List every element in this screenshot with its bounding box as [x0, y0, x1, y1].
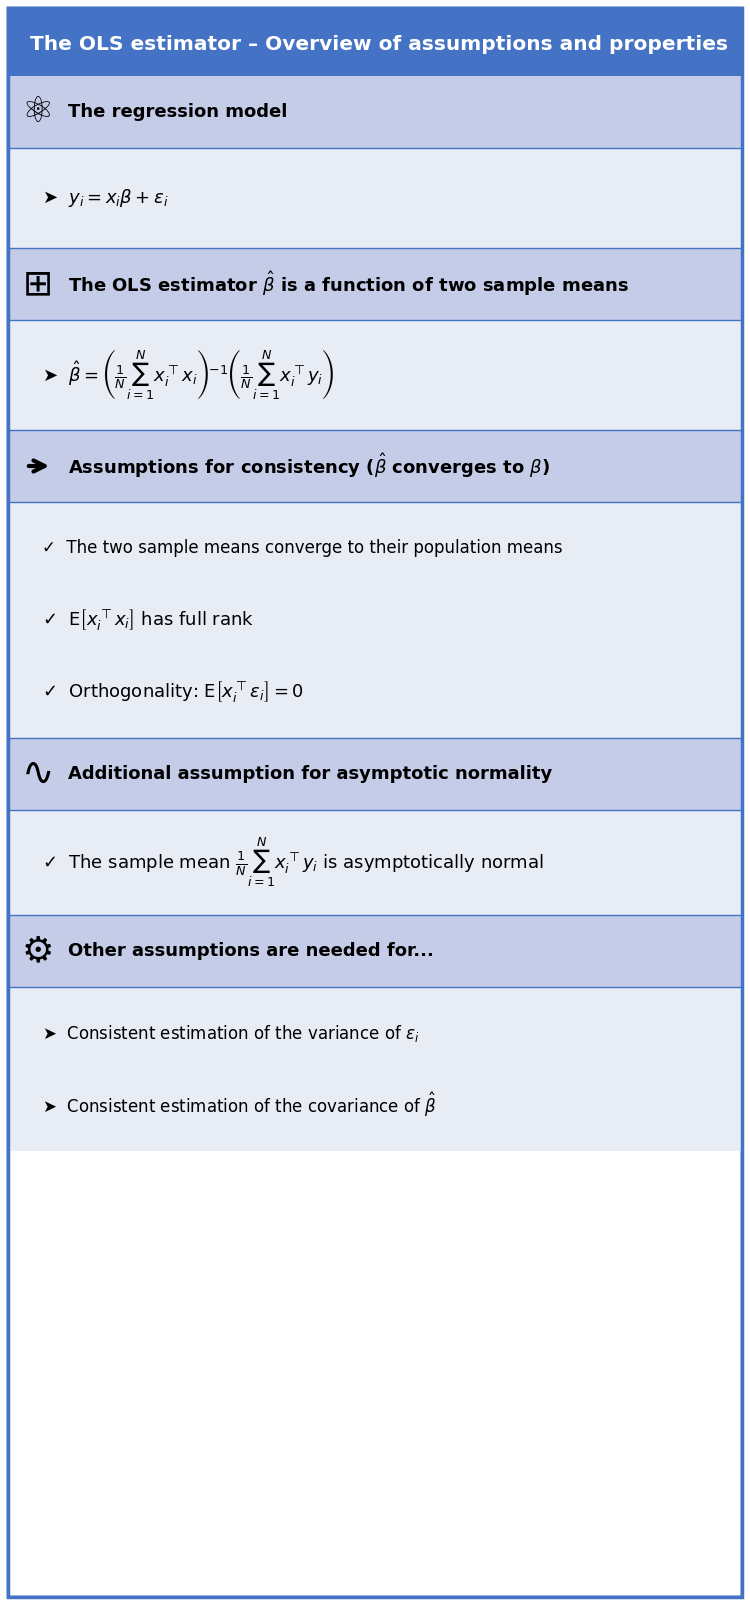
Text: Assumptions for consistency ($\hat{\beta}$ converges to $\beta$): Assumptions for consistency ($\hat{\beta… — [68, 451, 550, 480]
Text: ➤  $\hat{\beta} = \left(\frac{1}{N}\sum_{i=1}^{N} x_i^\top x_i\right)^{-1} \left: ➤ $\hat{\beta} = \left(\frac{1}{N}\sum_{… — [42, 348, 334, 403]
Text: ➤  Consistent estimation of the variance of $\varepsilon_i$: ➤ Consistent estimation of the variance … — [42, 1022, 419, 1043]
Text: The OLS estimator – Overview of assumptions and properties: The OLS estimator – Overview of assumpti… — [30, 34, 728, 53]
Text: ⚙: ⚙ — [22, 934, 54, 968]
FancyBboxPatch shape — [8, 319, 742, 430]
FancyBboxPatch shape — [8, 738, 742, 811]
FancyBboxPatch shape — [8, 987, 742, 1151]
Text: ✓  $\mathrm{E}\left[x_i^\top x_i\right] \text{ has full rank}$: ✓ $\mathrm{E}\left[x_i^\top x_i\right] \… — [42, 607, 254, 632]
Text: ➤  $y_i = x_i\beta + \varepsilon_i$: ➤ $y_i = x_i\beta + \varepsilon_i$ — [42, 188, 169, 209]
FancyBboxPatch shape — [8, 915, 742, 987]
Text: ∿: ∿ — [22, 754, 54, 793]
FancyBboxPatch shape — [8, 502, 742, 738]
Text: ⊞: ⊞ — [22, 266, 53, 302]
Text: ✓  $\text{Orthogonality: } \mathrm{E}\left[x_i^\top \varepsilon_i\right] = 0$: ✓ $\text{Orthogonality: } \mathrm{E}\lef… — [42, 679, 304, 705]
Text: The OLS estimator $\hat{\beta}$ is a function of two sample means: The OLS estimator $\hat{\beta}$ is a fun… — [68, 270, 629, 299]
FancyBboxPatch shape — [8, 8, 742, 1597]
FancyBboxPatch shape — [8, 8, 742, 75]
FancyBboxPatch shape — [8, 249, 742, 319]
Text: Additional assumption for asymptotic normality: Additional assumption for asymptotic nor… — [68, 766, 552, 783]
Text: ⚛: ⚛ — [22, 95, 54, 128]
FancyBboxPatch shape — [8, 75, 742, 148]
FancyBboxPatch shape — [8, 148, 742, 249]
Text: ✓  The two sample means converge to their population means: ✓ The two sample means converge to their… — [42, 539, 562, 557]
Text: ➤  Consistent estimation of the covariance of $\hat{\beta}$: ➤ Consistent estimation of the covarianc… — [42, 1091, 436, 1119]
FancyBboxPatch shape — [8, 430, 742, 502]
Text: ✓  $\text{The sample mean } \frac{1}{N}\sum_{i=1}^{N} x_i^\top y_i \text{ is asy: ✓ $\text{The sample mean } \frac{1}{N}\s… — [42, 836, 544, 889]
Text: The regression model: The regression model — [68, 103, 287, 120]
FancyBboxPatch shape — [8, 811, 742, 915]
Text: Other assumptions are needed for...: Other assumptions are needed for... — [68, 942, 434, 960]
